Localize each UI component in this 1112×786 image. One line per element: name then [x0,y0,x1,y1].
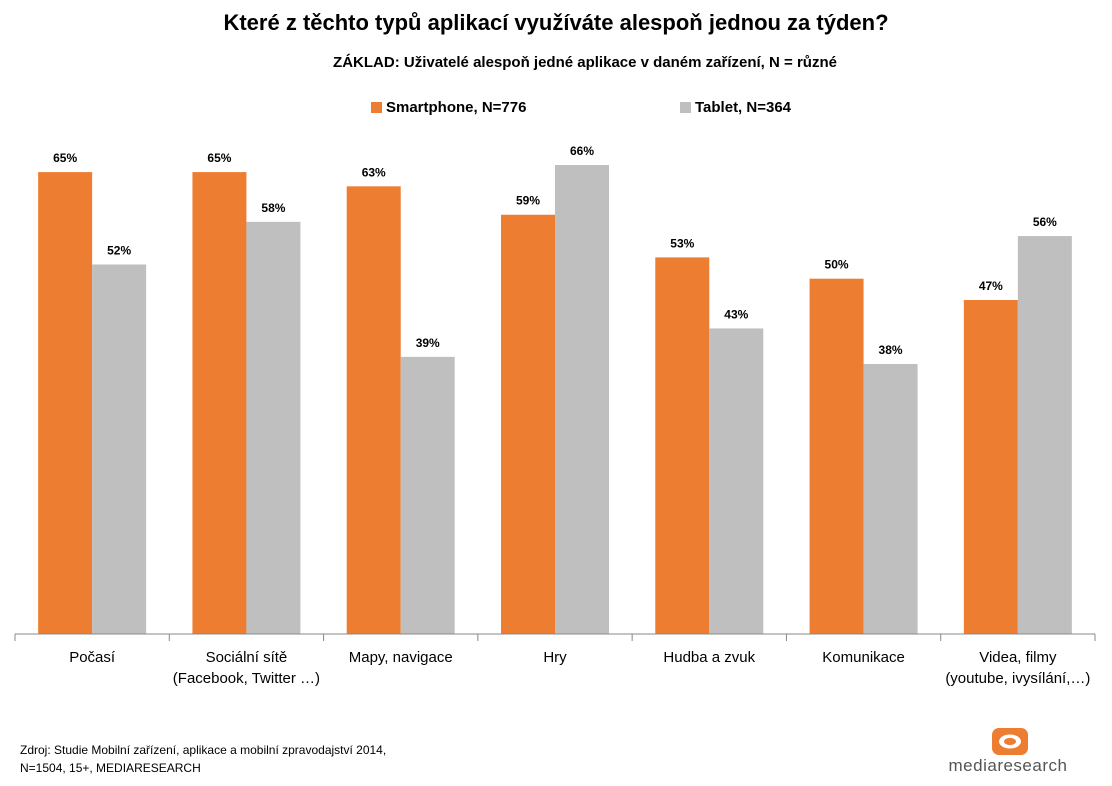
bar-smartphone-2 [192,172,247,634]
chart-title: Které z těchto typů aplikací využíváte a… [223,10,889,35]
data-label-tablet-2: 58% [261,201,285,215]
category-label-2: Sociální sítě [206,649,288,666]
legend-swatch-tablet [680,102,691,113]
bar-smartphone-3 [346,186,401,634]
data-label-smartphone-5: 53% [670,236,694,250]
bar-smartphone-4 [501,214,555,634]
legend-item-smartphone: Smartphone, N=776 [371,99,526,116]
category-label-2-line-2: (Facebook, Twitter …) [173,670,320,687]
category-label-7-line-2: (youtube, ivysílání,…) [945,670,1090,687]
data-label-tablet-6: 38% [879,343,903,357]
bar-smartphone-5 [655,257,710,634]
logo-text: mediaresearch [948,756,1068,775]
category-label-6: Komunikace [822,649,905,666]
category-label-3: Mapy, navigace [349,649,453,666]
data-label-smartphone-3: 63% [362,165,386,179]
category-label-7: Videa, filmy [979,649,1057,666]
data-label-tablet-3: 39% [416,336,440,350]
legend-label-tablet: Tablet, N=364 [695,99,792,116]
bar-tablet-7 [1017,236,1072,634]
data-label-tablet-4: 66% [570,144,594,158]
data-label-smartphone-2: 65% [207,151,231,165]
mediaresearch-logo: mediaresearch [946,726,1076,782]
bar-chart: 65% 52% Počasí 65% 58% Sociální sítě (Facebook… [14,144,1096,687]
legend: Smartphone, N=776 Tablet, N=364 [0,99,1112,121]
bar-smartphone-7 [963,300,1018,634]
bar-tablet-2 [246,221,301,634]
legend-label-smartphone: Smartphone, N=776 [386,99,527,116]
data-label-tablet-7: 56% [1033,215,1057,229]
chart-subtitle: ZÁKLAD: Uživatelé alespoň jedné aplikace… [333,54,837,71]
bar-tablet-6 [863,363,918,634]
source-line-1: Zdroj: Studie Mobilní zařízení, aplikace… [20,743,387,757]
source-line-2: N=1504, 15+, MEDIARESEARCH [20,761,201,775]
data-label-smartphone-1: 65% [53,151,77,165]
category-label-5: Hudba a zvuk [663,649,755,666]
category-label-4: Hry [543,649,567,666]
category-label-1: Počasí [69,649,116,666]
bar-tablet-3 [400,356,455,634]
data-label-smartphone-7: 47% [979,279,1003,293]
data-label-smartphone-6: 50% [825,258,849,272]
data-label-tablet-5: 43% [724,307,748,321]
data-label-tablet-1: 52% [107,243,131,257]
bar-tablet-5 [709,328,764,634]
bar-smartphone-6 [809,278,864,634]
legend-swatch-smartphone [371,102,382,113]
legend-item-tablet: Tablet, N=364 [680,99,791,116]
bar-tablet-4 [555,165,609,634]
bar-tablet-1 [92,264,147,634]
logo-mark-icon [992,728,1028,755]
data-label-smartphone-4: 59% [516,194,540,208]
bar-smartphone-1 [38,172,93,634]
source-note: Zdroj: Studie Mobilní zařízení, aplikace… [20,741,386,777]
